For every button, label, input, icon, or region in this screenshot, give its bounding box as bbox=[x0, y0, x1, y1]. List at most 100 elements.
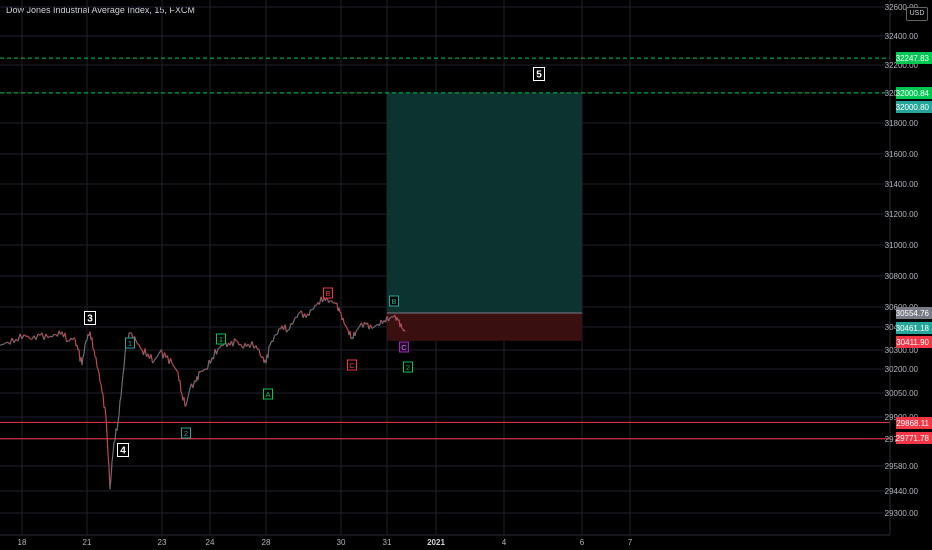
price-label-text: 32000.84 bbox=[896, 89, 930, 98]
price-segment bbox=[287, 328, 290, 331]
price-segment bbox=[89, 331, 92, 340]
price-segment bbox=[107, 454, 110, 467]
x-tick-label: 7 bbox=[628, 538, 633, 547]
price-segment bbox=[27, 336, 31, 340]
x-tick-label: 4 bbox=[502, 538, 507, 547]
profit-zone bbox=[387, 92, 582, 314]
price-segment bbox=[391, 316, 394, 318]
price-segment bbox=[330, 300, 334, 304]
price-label: 32247.83 bbox=[896, 52, 932, 64]
y-tick-label: 31400.00 bbox=[885, 180, 919, 189]
price-segment bbox=[116, 422, 119, 431]
chart-title: Dow Jones Industrial Average Index, 15, … bbox=[6, 5, 195, 15]
price-segment bbox=[0, 343, 3, 346]
horizontal-lines bbox=[0, 57, 890, 440]
x-tick-label: 21 bbox=[83, 538, 92, 547]
price-segment bbox=[158, 351, 161, 355]
price-label: 30461.18 bbox=[896, 322, 932, 334]
price-segment bbox=[66, 340, 69, 343]
price-segment bbox=[274, 334, 277, 337]
price-segment bbox=[81, 356, 84, 366]
wave-label[interactable]: 3 bbox=[84, 311, 96, 325]
price-label-bg bbox=[896, 52, 932, 64]
price-segment bbox=[64, 332, 68, 342]
wave-label[interactable]: B bbox=[389, 295, 399, 307]
currency-label[interactable]: USD bbox=[906, 7, 928, 21]
price-segment bbox=[291, 320, 295, 325]
wave-label-box bbox=[216, 333, 226, 345]
price-segment bbox=[305, 313, 309, 318]
wave-label[interactable]: A bbox=[263, 388, 273, 400]
price-segment bbox=[275, 333, 278, 336]
price-segment bbox=[91, 337, 94, 349]
x-tick-label: 18 bbox=[18, 538, 27, 547]
price-segment bbox=[174, 367, 177, 371]
price-segment bbox=[112, 441, 115, 454]
price-segment bbox=[84, 340, 87, 345]
price-segment bbox=[349, 330, 352, 339]
price-segment bbox=[11, 337, 15, 343]
wave-label[interactable]: 1 bbox=[216, 333, 226, 345]
x-tick-label: 28 bbox=[262, 538, 271, 547]
price-segment bbox=[110, 461, 113, 478]
price-segment bbox=[272, 335, 276, 342]
price-segment bbox=[156, 353, 160, 358]
price-segment bbox=[185, 401, 188, 406]
price-segment bbox=[37, 333, 41, 336]
wave-label-box bbox=[347, 359, 357, 371]
y-tick-label: 29300.00 bbox=[885, 509, 919, 518]
price-segment bbox=[9, 337, 13, 345]
price-segment bbox=[150, 354, 154, 363]
wave-label[interactable]: C bbox=[399, 341, 409, 353]
price-segment bbox=[101, 391, 104, 395]
wave-label-text: 1 bbox=[128, 339, 132, 348]
wave-label-text: 2 bbox=[184, 429, 188, 438]
price-segment bbox=[218, 345, 222, 349]
price-segment bbox=[192, 380, 196, 388]
y-tick-label: 30800.00 bbox=[885, 272, 919, 281]
price-segment bbox=[92, 348, 95, 351]
price-segment bbox=[215, 348, 219, 355]
y-tick-label: 30200.00 bbox=[885, 365, 919, 374]
wave-label[interactable]: 5 bbox=[533, 67, 545, 81]
price-segment bbox=[83, 344, 86, 354]
price-segment bbox=[345, 325, 348, 329]
price-segment bbox=[362, 322, 366, 328]
price-segment bbox=[160, 349, 164, 359]
wave-label-box bbox=[117, 443, 129, 457]
x-tick-label: 24 bbox=[206, 538, 215, 547]
price-segment bbox=[155, 356, 158, 359]
price-segment bbox=[140, 347, 143, 351]
price-segment bbox=[177, 372, 180, 381]
x-axis[interactable]: 18 21 23 24 28 30 31 2021 4 6 7 bbox=[0, 534, 890, 547]
wave-label[interactable]: C bbox=[347, 359, 357, 371]
price-segment bbox=[376, 323, 379, 326]
price-segment bbox=[332, 301, 335, 304]
price-segment bbox=[300, 310, 304, 319]
price-segment bbox=[260, 355, 263, 359]
y-tick-label: 29580.00 bbox=[885, 462, 919, 471]
wave-label[interactable]: 2 bbox=[181, 427, 191, 439]
price-segment bbox=[179, 380, 182, 393]
price-segment bbox=[171, 363, 175, 367]
wave-label-box bbox=[403, 361, 413, 373]
wave-label[interactable]: 1 bbox=[125, 337, 135, 349]
price-segment bbox=[232, 338, 236, 347]
price-segment bbox=[119, 396, 122, 402]
price-segment bbox=[202, 368, 205, 372]
price-segment bbox=[169, 358, 173, 364]
y-tick-label: 32600.00 bbox=[885, 3, 919, 12]
price-segment bbox=[13, 338, 17, 343]
price-label: 32000.84 bbox=[896, 87, 932, 99]
wave-label[interactable]: 2 bbox=[403, 361, 413, 373]
y-axis[interactable]: 32600.0032400.0032200.0032000.0031800.00… bbox=[885, 0, 932, 550]
wave-label[interactable]: 4 bbox=[117, 443, 129, 457]
price-segment bbox=[334, 302, 337, 305]
price-label-text: 30411.90 bbox=[896, 338, 929, 347]
price-segment bbox=[373, 325, 376, 328]
price-segment bbox=[187, 392, 190, 397]
price-segment bbox=[346, 328, 349, 331]
price-segment bbox=[21, 334, 25, 340]
wave-label[interactable]: B bbox=[323, 287, 333, 299]
